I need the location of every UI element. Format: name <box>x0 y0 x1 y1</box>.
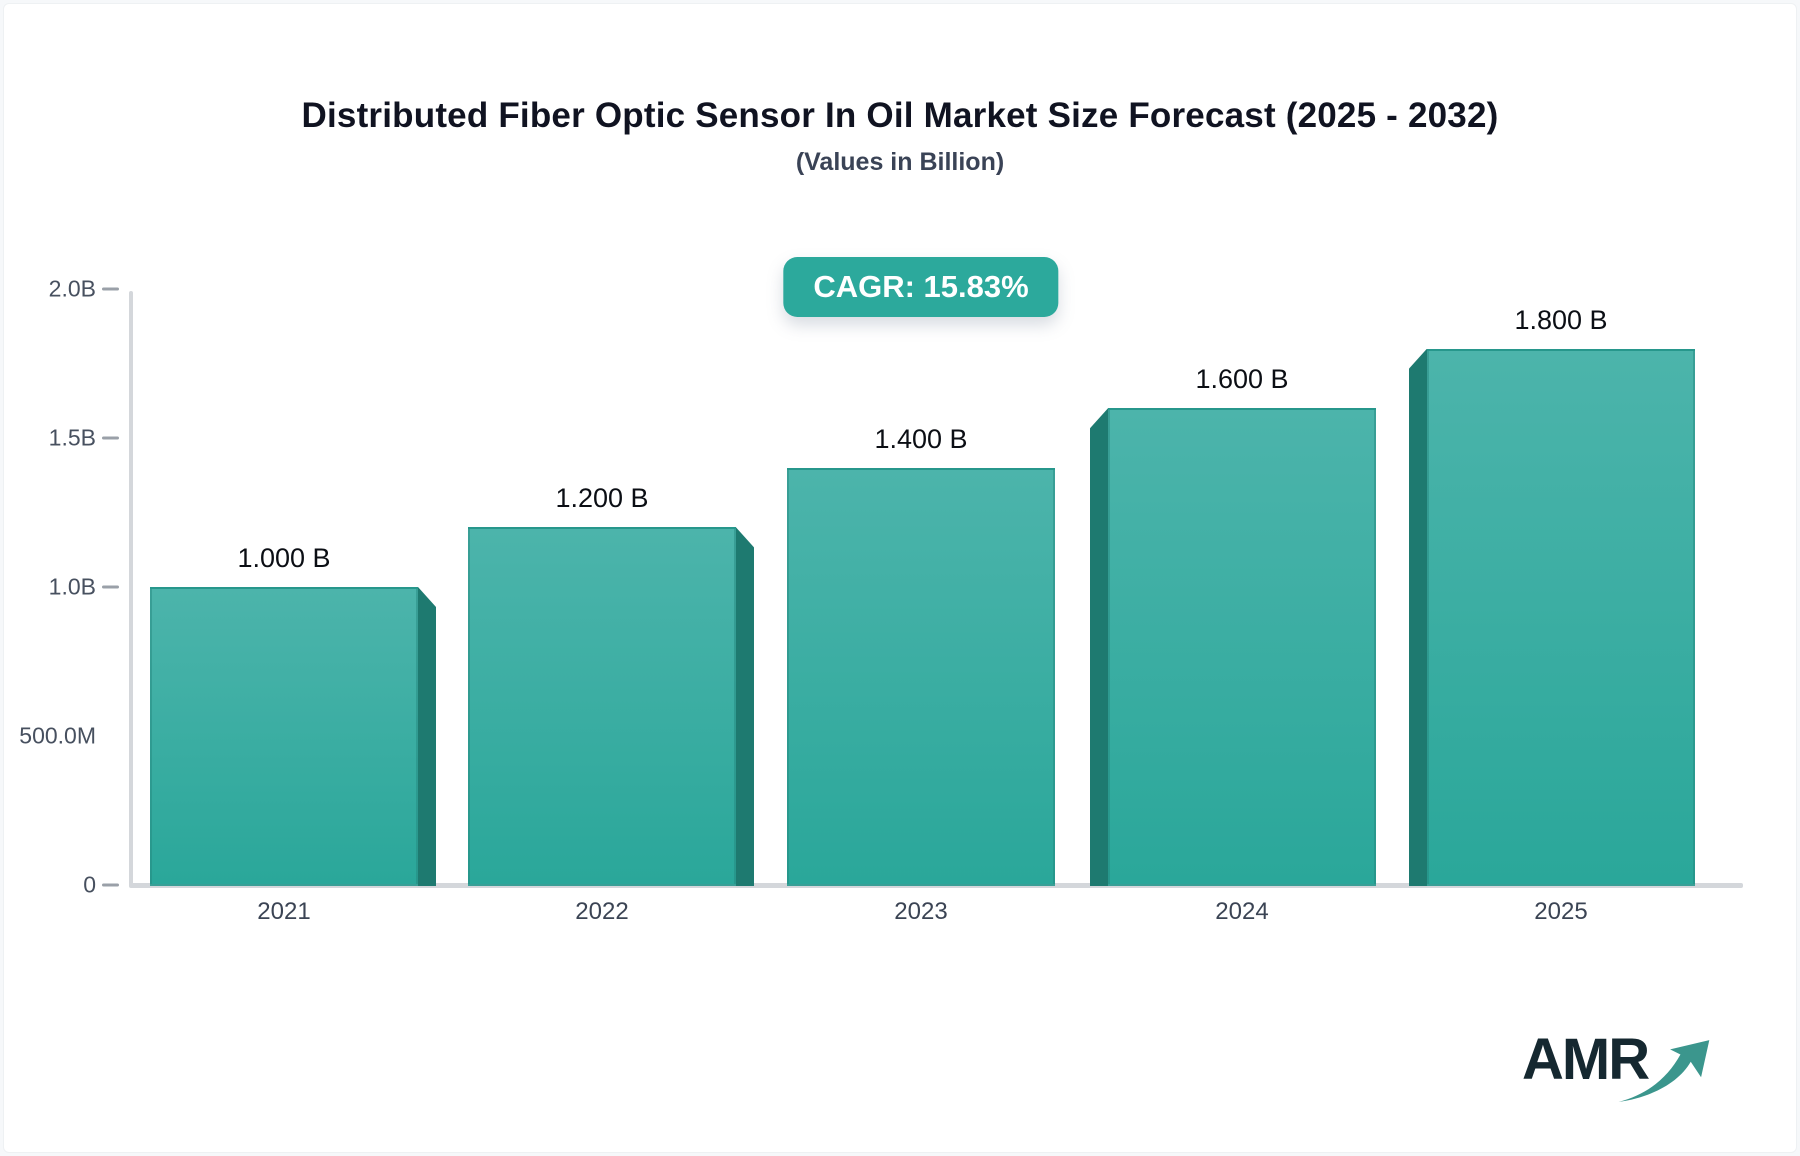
amr-logo-text: AMR <box>1522 1027 1650 1092</box>
x-tick-label-2023: 2023 <box>894 898 948 925</box>
bar-value-label-2025: 1.800 B <box>1514 304 1608 335</box>
bar-value-label-2022: 1.200 B <box>555 483 649 514</box>
amr-logo: AMR <box>1522 1026 1732 1116</box>
x-tick-label-2025: 2025 <box>1534 898 1588 925</box>
y-tick-label-2.0B: 2.0B <box>48 275 96 302</box>
bar-value-label-2024: 1.600 B <box>1195 364 1289 395</box>
x-tick-label-2024: 2024 <box>1215 898 1269 925</box>
y-tick-mark <box>102 883 119 887</box>
bar-3d-side-2025 <box>1409 348 1427 886</box>
bar-2021 <box>150 587 418 886</box>
y-tick-label-1.0B: 1.0B <box>48 573 96 600</box>
bar-3d-side-2021 <box>418 587 436 886</box>
bar-2025 <box>1427 348 1695 886</box>
y-tick-label-500.0M: 500.0M <box>19 722 96 749</box>
bar-2024 <box>1108 408 1376 886</box>
x-tick-label-2021: 2021 <box>257 898 311 925</box>
bar-3d-side-2024 <box>1090 408 1108 886</box>
chart-title: Distributed Fiber Optic Sensor In Oil Ma… <box>301 96 1499 135</box>
bar-2022 <box>468 527 736 886</box>
y-tick-mark <box>102 287 119 291</box>
y-tick-mark <box>102 585 119 589</box>
x-tick-label-2022: 2022 <box>575 898 629 925</box>
growth-arrow-icon <box>1618 1040 1710 1102</box>
bar-value-label-2023: 1.400 B <box>874 423 968 454</box>
y-tick-label-0: 0 <box>83 871 96 898</box>
y-axis-line <box>129 291 133 886</box>
bar-value-label-2021: 1.000 B <box>237 543 331 573</box>
chart-subtitle: (Values in Billion) <box>795 148 1005 176</box>
bar-3d-side-2022 <box>736 527 754 886</box>
y-tick-label-1.5B: 1.5B <box>48 424 96 451</box>
y-tick-mark <box>102 436 119 440</box>
cagr-badge: CAGR: 15.83% <box>783 257 1059 317</box>
bar-2023 <box>787 467 1055 886</box>
